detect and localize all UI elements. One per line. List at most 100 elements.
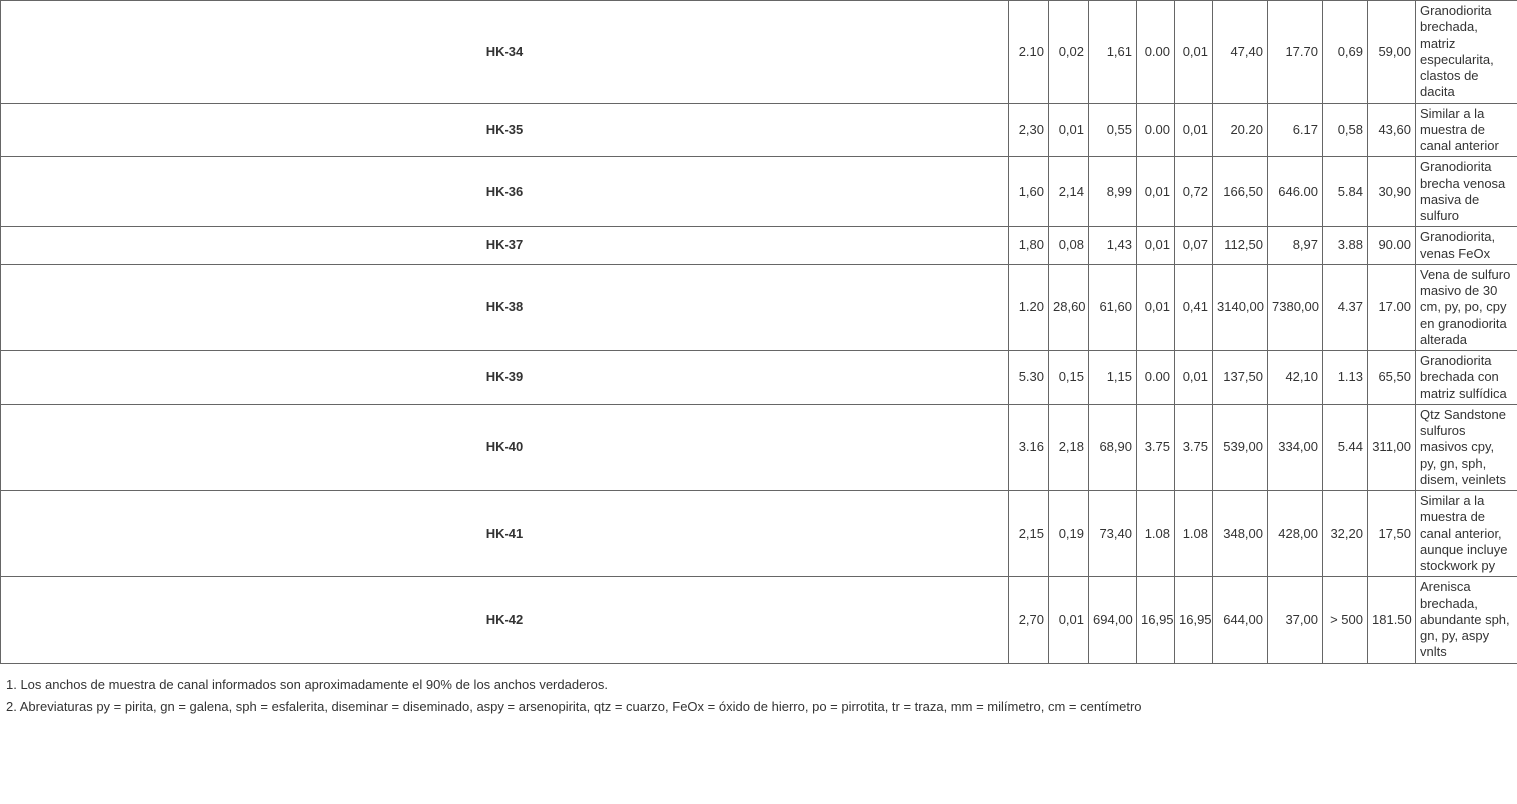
value-cell: 16,95 bbox=[1175, 577, 1213, 663]
value-cell: 68,90 bbox=[1089, 404, 1137, 490]
value-cell: 539,00 bbox=[1213, 404, 1268, 490]
sample-id-cell: HK-36 bbox=[1, 157, 1009, 227]
sample-id-cell: HK-41 bbox=[1, 491, 1009, 577]
value-cell: 1.08 bbox=[1175, 491, 1213, 577]
table-row: HK-342.100,021,610.000,0147,4017.700,695… bbox=[1, 1, 1517, 104]
value-cell: 0,01 bbox=[1175, 103, 1213, 157]
sample-id-cell: HK-38 bbox=[1, 264, 1009, 350]
value-cell: 0,69 bbox=[1323, 1, 1368, 104]
value-cell: 2,14 bbox=[1049, 157, 1089, 227]
value-cell: 47,40 bbox=[1213, 1, 1268, 104]
value-cell: 646.00 bbox=[1268, 157, 1323, 227]
value-cell: 0,07 bbox=[1175, 227, 1213, 265]
description-cell: Vena de sulfuro masivo de 30 cm, py, po,… bbox=[1416, 264, 1517, 350]
table-row: HK-381.2028,6061,600,010,413140,007380,0… bbox=[1, 264, 1517, 350]
value-cell: 137,50 bbox=[1213, 351, 1268, 405]
value-cell: 1,15 bbox=[1089, 351, 1137, 405]
value-cell: 0,72 bbox=[1175, 157, 1213, 227]
description-cell: Similar a la muestra de canal anterior bbox=[1416, 103, 1517, 157]
table-row: HK-412,150,1973,401.081.08348,00428,0032… bbox=[1, 491, 1517, 577]
value-cell: 1.08 bbox=[1137, 491, 1175, 577]
description-cell: Similar a la muestra de canal anterior, … bbox=[1416, 491, 1517, 577]
value-cell: 0,58 bbox=[1323, 103, 1368, 157]
value-cell: 20.20 bbox=[1213, 103, 1268, 157]
footnote-2: 2. Abreviaturas py = pirita, gn = galena… bbox=[6, 696, 1511, 718]
description-cell: Arenisca brechada, abundante sph, gn, py… bbox=[1416, 577, 1517, 663]
value-cell: 5.84 bbox=[1323, 157, 1368, 227]
sample-id-cell: HK-40 bbox=[1, 404, 1009, 490]
value-cell: 0.00 bbox=[1137, 103, 1175, 157]
value-cell: 61,60 bbox=[1089, 264, 1137, 350]
sample-id-cell: HK-37 bbox=[1, 227, 1009, 265]
sample-id-cell: HK-35 bbox=[1, 103, 1009, 157]
value-cell: 0,19 bbox=[1049, 491, 1089, 577]
value-cell: 4.37 bbox=[1323, 264, 1368, 350]
value-cell: 694,00 bbox=[1089, 577, 1137, 663]
table-row: HK-371,800,081,430,010,07112,508,973.889… bbox=[1, 227, 1517, 265]
value-cell: 2,70 bbox=[1009, 577, 1049, 663]
table-row: HK-395.300,151,150.000,01137,5042,101.13… bbox=[1, 351, 1517, 405]
description-cell: Granodiorita, venas FeOx bbox=[1416, 227, 1517, 265]
value-cell: 17.00 bbox=[1368, 264, 1416, 350]
value-cell: 3.75 bbox=[1137, 404, 1175, 490]
sample-id-cell: HK-34 bbox=[1, 1, 1009, 104]
value-cell: 0.00 bbox=[1137, 351, 1175, 405]
value-cell: 3.75 bbox=[1175, 404, 1213, 490]
value-cell: 428,00 bbox=[1268, 491, 1323, 577]
value-cell: 8,97 bbox=[1268, 227, 1323, 265]
value-cell: 1,61 bbox=[1089, 1, 1137, 104]
value-cell: 2,15 bbox=[1009, 491, 1049, 577]
value-cell: 43,60 bbox=[1368, 103, 1416, 157]
value-cell: 0,01 bbox=[1175, 351, 1213, 405]
value-cell: 32,20 bbox=[1323, 491, 1368, 577]
value-cell: 644,00 bbox=[1213, 577, 1268, 663]
table-row: HK-352,300,010,550.000,0120.206.170,5843… bbox=[1, 103, 1517, 157]
value-cell: 0,41 bbox=[1175, 264, 1213, 350]
value-cell: 42,10 bbox=[1268, 351, 1323, 405]
value-cell: 334,00 bbox=[1268, 404, 1323, 490]
description-cell: Qtz Sandstone sulfuros masivos cpy, py, … bbox=[1416, 404, 1517, 490]
footnote-1: 1. Los anchos de muestra de canal inform… bbox=[6, 674, 1511, 696]
value-cell: 2,30 bbox=[1009, 103, 1049, 157]
value-cell: 1.13 bbox=[1323, 351, 1368, 405]
value-cell: 0,55 bbox=[1089, 103, 1137, 157]
value-cell: 37,00 bbox=[1268, 577, 1323, 663]
value-cell: 0,01 bbox=[1137, 227, 1175, 265]
value-cell: 17,50 bbox=[1368, 491, 1416, 577]
value-cell: 0.00 bbox=[1137, 1, 1175, 104]
table-row: HK-361,602,148,990,010,72166,50646.005.8… bbox=[1, 157, 1517, 227]
description-cell: Granodiorita brechada con matriz sulfídi… bbox=[1416, 351, 1517, 405]
value-cell: 166,50 bbox=[1213, 157, 1268, 227]
value-cell: 2,18 bbox=[1049, 404, 1089, 490]
value-cell: 0,01 bbox=[1049, 103, 1089, 157]
value-cell: 0,01 bbox=[1175, 1, 1213, 104]
value-cell: 311,00 bbox=[1368, 404, 1416, 490]
value-cell: 90.00 bbox=[1368, 227, 1416, 265]
value-cell: 0,01 bbox=[1049, 577, 1089, 663]
description-cell: Granodiorita brechada, matriz especulari… bbox=[1416, 1, 1517, 104]
value-cell: 0,01 bbox=[1137, 264, 1175, 350]
sample-id-cell: HK-42 bbox=[1, 577, 1009, 663]
value-cell: 73,40 bbox=[1089, 491, 1137, 577]
value-cell: 28,60 bbox=[1049, 264, 1089, 350]
value-cell: 59,00 bbox=[1368, 1, 1416, 104]
value-cell: 181.50 bbox=[1368, 577, 1416, 663]
value-cell: 3.16 bbox=[1009, 404, 1049, 490]
sample-id-cell: HK-39 bbox=[1, 351, 1009, 405]
table-row: HK-403.162,1868,903.753.75539,00334,005.… bbox=[1, 404, 1517, 490]
value-cell: 2.10 bbox=[1009, 1, 1049, 104]
value-cell: 1,60 bbox=[1009, 157, 1049, 227]
value-cell: 1.20 bbox=[1009, 264, 1049, 350]
value-cell: 3140,00 bbox=[1213, 264, 1268, 350]
value-cell: 16,95 bbox=[1137, 577, 1175, 663]
value-cell: 0,01 bbox=[1137, 157, 1175, 227]
value-cell: 0,02 bbox=[1049, 1, 1089, 104]
sample-results-table: HK-342.100,021,610.000,0147,4017.700,695… bbox=[0, 0, 1517, 664]
value-cell: 5.44 bbox=[1323, 404, 1368, 490]
value-cell: 5.30 bbox=[1009, 351, 1049, 405]
value-cell: > 500 bbox=[1323, 577, 1368, 663]
value-cell: 17.70 bbox=[1268, 1, 1323, 104]
table-row: HK-422,700,01694,0016,9516,95644,0037,00… bbox=[1, 577, 1517, 663]
value-cell: 30,90 bbox=[1368, 157, 1416, 227]
value-cell: 65,50 bbox=[1368, 351, 1416, 405]
